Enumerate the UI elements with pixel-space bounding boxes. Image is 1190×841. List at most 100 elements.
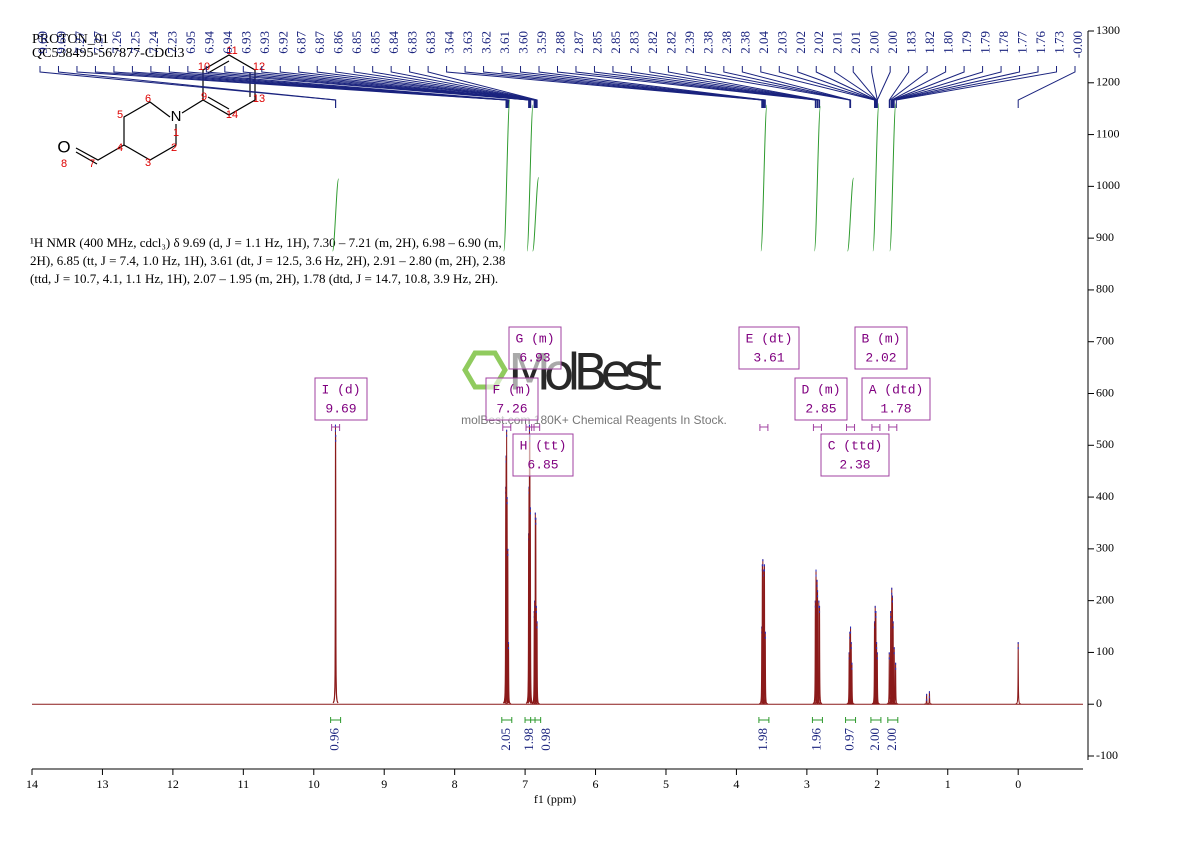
integral-bracket (845, 717, 857, 723)
multiplet-shift: 9.69 (325, 401, 356, 416)
peak-connector (557, 66, 816, 108)
multiplet-name: G (m) (515, 331, 554, 346)
multiplet-box (485, 377, 539, 421)
peak-connector (686, 66, 851, 108)
peak-label: 7.23 (164, 31, 179, 54)
peak-label: 1.80 (941, 31, 956, 54)
peak-label: 1.82 (922, 31, 937, 54)
peak (816, 600, 822, 705)
atom-label: 9 (201, 91, 207, 103)
peak-connector (483, 66, 764, 108)
x-tick-label: 6 (593, 777, 599, 791)
peak-connector (892, 66, 1002, 108)
peak-connector (113, 66, 508, 108)
multiplet-marker (888, 424, 898, 431)
peak-label: 6.83 (405, 31, 420, 54)
peak-label: 2.38 (737, 31, 752, 54)
integral-label: 2.05 (498, 728, 513, 751)
integral-bracket (330, 717, 342, 723)
x-axis-label: f1 (ppm) (534, 792, 576, 806)
multiplet-box (854, 326, 908, 370)
peak-label: 2.88 (552, 31, 567, 54)
peak-label: 3.59 (534, 31, 549, 54)
peak-connector (390, 66, 537, 108)
peak-label: 6.94 (201, 31, 216, 54)
title: PROTON_01 (32, 32, 109, 47)
y-tick-label: 0 (1096, 696, 1102, 710)
integral-bracket (530, 717, 542, 723)
peak-connector (464, 66, 763, 108)
x-tick-label: 10 (308, 777, 320, 791)
peak-label: 7.24 (146, 31, 161, 54)
peak-connector (815, 66, 877, 108)
y-tick-label: -100 (1096, 748, 1118, 762)
peak-label: 7.27 (90, 31, 105, 54)
multiplet-shift: 6.93 (519, 350, 550, 365)
x-tick-label: 0 (1015, 777, 1021, 791)
y-tick-label: 500 (1096, 437, 1114, 451)
integral-curve (532, 176, 540, 252)
double-bond (75, 151, 98, 165)
description-line: 2H), 6.85 (tt, J = 7.4, 1.0 Hz, 1H), 3.6… (30, 253, 505, 268)
y-tick-label: 900 (1096, 230, 1114, 244)
peak-connector (760, 66, 875, 108)
atom-label: 10 (198, 61, 210, 73)
peak-label: 2.83 (626, 31, 641, 54)
peak-label: 7.26 (109, 31, 124, 54)
integral-curve (503, 99, 511, 252)
x-tick-label: 13 (96, 777, 108, 791)
subtitle: QC538495-567877-CDCl3 (32, 46, 184, 61)
peak-label: 1.83 (904, 31, 919, 54)
multiplet-shift: 2.85 (805, 401, 836, 416)
multiplet-box (512, 433, 574, 477)
peak-connector (893, 66, 1039, 108)
multiplet-name: H (tt) (520, 438, 567, 453)
peak-label: 6.93 (257, 31, 272, 54)
peak-connector (888, 66, 910, 108)
multiplet-name: A (dtd) (869, 382, 924, 397)
x-tick-label: 12 (167, 777, 179, 791)
atom-label: 1 (173, 127, 179, 139)
peak-connector (893, 66, 1021, 108)
x-tick-label: 11 (238, 777, 250, 791)
watermark-logo (462, 350, 508, 390)
multiplet-name: E (dt) (746, 331, 793, 346)
peak-label: -0.00 (1070, 31, 1085, 58)
multiplet-shift: 6.85 (527, 457, 558, 472)
multiplet-shift: 7.26 (496, 401, 527, 416)
multiplet-marker (846, 424, 856, 431)
integral-curve (813, 105, 821, 252)
y-tick-label: 800 (1096, 282, 1114, 296)
multiplet-shift: 2.38 (839, 457, 870, 472)
peak-connector (895, 66, 1058, 108)
peak (1015, 642, 1021, 705)
integral-bracket (501, 717, 513, 723)
peak (762, 631, 769, 705)
peak-label: 1.77 (1015, 31, 1030, 54)
peak-label: 3.63 (460, 31, 475, 54)
peak-connector (778, 66, 876, 108)
peak-label: 1.76 (1033, 31, 1048, 54)
description-line: ¹H NMR (400 MHz, cdcl₃) δ 9.69 (d, J = 1… (30, 235, 502, 250)
peak-label: 2.03 (774, 31, 789, 54)
peak-connector (741, 66, 852, 108)
integral-label: 1.96 (808, 728, 823, 751)
description-line: (ttd, J = 10.7, 4.1, 1.1 Hz, 1H), 2.07 –… (30, 271, 498, 286)
x-tick-label: 9 (381, 777, 387, 791)
peak-connector (575, 66, 817, 108)
peak-connector (667, 66, 821, 108)
multiplet-name: F (m) (492, 382, 531, 397)
x-tick-label: 7 (522, 777, 528, 791)
peak-connector (538, 66, 766, 108)
atom-label: 3 (145, 157, 151, 169)
multiplet-name: B (m) (861, 331, 900, 346)
atom-label: 11 (226, 45, 237, 57)
peak-label: 1.73 (1052, 31, 1067, 54)
peak (816, 605, 823, 705)
peak-label: 3.62 (479, 31, 494, 54)
multiplet-box (861, 377, 931, 421)
multiplet-shift: 2.02 (865, 350, 896, 365)
peak-connector (335, 66, 536, 108)
multiplet-name: D (m) (801, 382, 840, 397)
